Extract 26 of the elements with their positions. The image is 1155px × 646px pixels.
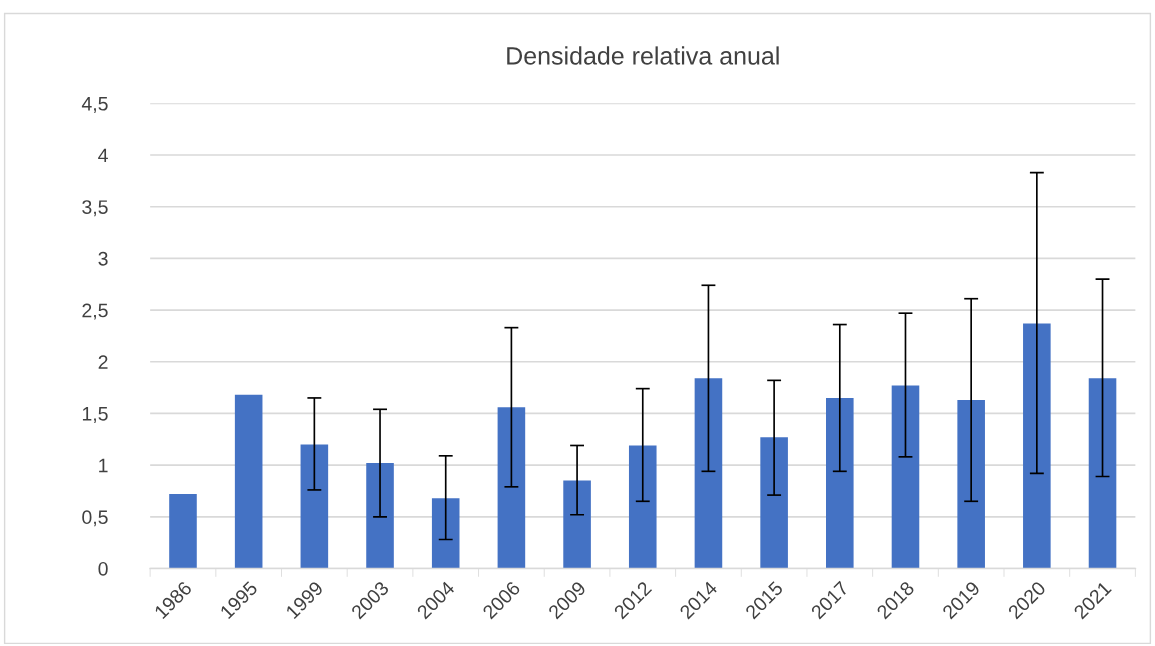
bar	[497, 407, 526, 569]
y-tick-label: 4	[98, 148, 108, 163]
bar	[1023, 323, 1051, 569]
bar	[1088, 378, 1117, 569]
bar	[300, 444, 329, 569]
y-tick-label: 0	[98, 561, 108, 576]
bar	[169, 494, 197, 569]
y-tick-label: 2,5	[82, 303, 108, 320]
y-tick-label: 0,5	[82, 510, 108, 527]
bar	[694, 378, 723, 569]
bar	[826, 397, 854, 569]
bar	[366, 463, 394, 569]
bar	[431, 498, 460, 569]
y-tick-label: 1	[99, 458, 108, 473]
bar	[234, 394, 263, 569]
chart-title: Densidade relativa anual	[507, 46, 779, 65]
bar	[891, 385, 920, 569]
bar	[628, 445, 657, 569]
y-tick-label: 4,5	[81, 97, 108, 113]
bar	[957, 400, 985, 569]
y-tick-label: 3,5	[82, 200, 108, 217]
bar	[760, 437, 788, 569]
y-tick-label: 1,5	[82, 407, 108, 423]
y-tick-label: 2	[98, 355, 108, 369]
y-tick-label: 3	[98, 251, 108, 266]
bar	[563, 480, 591, 569]
